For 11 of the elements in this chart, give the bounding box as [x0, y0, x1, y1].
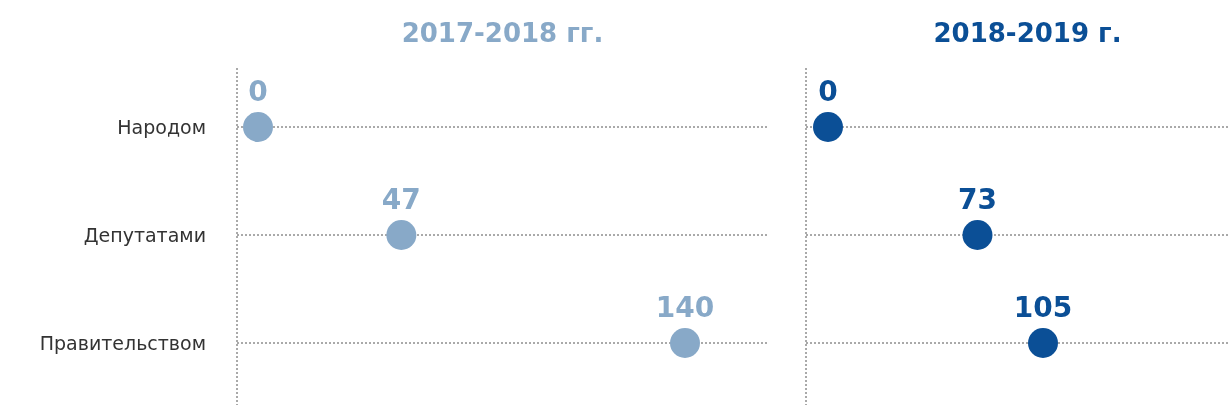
data-label: 140 [655, 291, 715, 324]
data-label: 47 [381, 183, 421, 216]
y-tick-label: Депутатами [83, 223, 206, 246]
chart-title: 2018-2019 г. [933, 18, 1122, 48]
chart-title: 2017-2018 гг. [401, 18, 604, 48]
data-label: 105 [1013, 291, 1073, 324]
data-label: 0 [818, 75, 838, 108]
data-label: 73 [957, 183, 997, 216]
data-label: 0 [248, 75, 268, 108]
y-tick-label: Правительством [39, 331, 206, 354]
y-tick-label: Народом [117, 115, 206, 138]
